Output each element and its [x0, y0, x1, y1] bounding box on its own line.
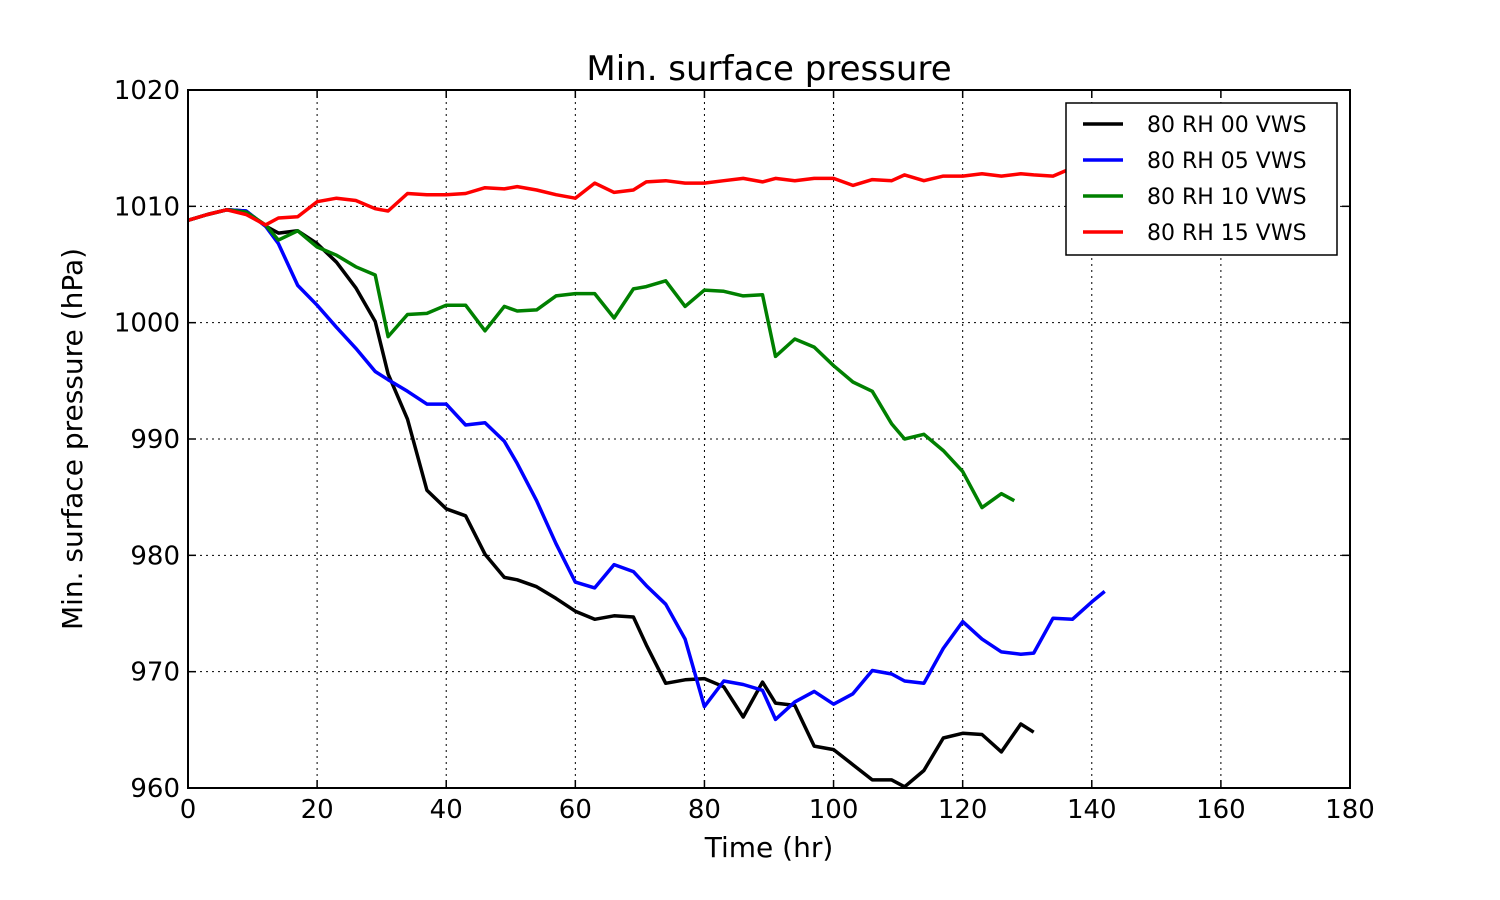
series-line-3 [188, 163, 1105, 227]
x-tick-label: 40 [430, 795, 463, 825]
axis-ticks: 0 20 40 60 80 100 120 140 160 180 960 970 980 990 1000… [114, 76, 1375, 825]
x-tick-label: 80 [688, 795, 721, 825]
y-axis-label: Min. surface pressure (hPa) [56, 248, 89, 630]
chart-title: Min. surface pressure [586, 49, 951, 89]
y-tick-label: 960 [130, 774, 180, 804]
y-tick-label: 1020 [114, 76, 180, 106]
legend-box [1065, 102, 1338, 256]
y-tick-label: 1010 [114, 192, 180, 222]
legend-label-3: 80 RH 15 VWS [1147, 221, 1307, 246]
legend: 80 RH 00 VWS 80 RH 05 VWS 80 RH 10 VWS 80 R… [1065, 102, 1338, 256]
series-line-0 [188, 208, 1035, 788]
legend-label-0: 80 RH 00 VWS [1147, 113, 1307, 138]
series-lines [188, 163, 1106, 788]
x-axis-label: Time (hr) [704, 831, 834, 864]
y-tick-label: 1000 [114, 309, 180, 339]
x-tick-label: 140 [1067, 795, 1117, 825]
y-tick-label: 990 [130, 425, 180, 455]
x-tick-label: 160 [1196, 795, 1246, 825]
x-tick-label: 60 [559, 795, 592, 825]
series-line-1 [188, 208, 1106, 722]
x-tick-label: 180 [1325, 795, 1375, 825]
legend-label-1: 80 RH 05 VWS [1147, 149, 1307, 174]
legend-label-2: 80 RH 10 VWS [1147, 185, 1307, 210]
y-tick-label: 980 [130, 541, 180, 571]
y-tick-label: 970 [130, 658, 180, 688]
x-tick-label: 0 [180, 795, 197, 825]
series-line-2 [188, 208, 1016, 510]
x-tick-label: 20 [301, 795, 334, 825]
x-tick-label: 120 [938, 795, 988, 825]
x-tick-label: 100 [809, 795, 859, 825]
